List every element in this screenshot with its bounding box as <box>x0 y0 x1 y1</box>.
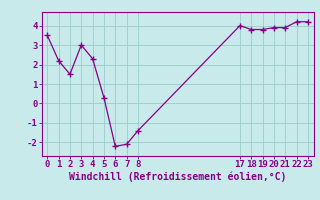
X-axis label: Windchill (Refroidissement éolien,°C): Windchill (Refroidissement éolien,°C) <box>69 172 286 182</box>
